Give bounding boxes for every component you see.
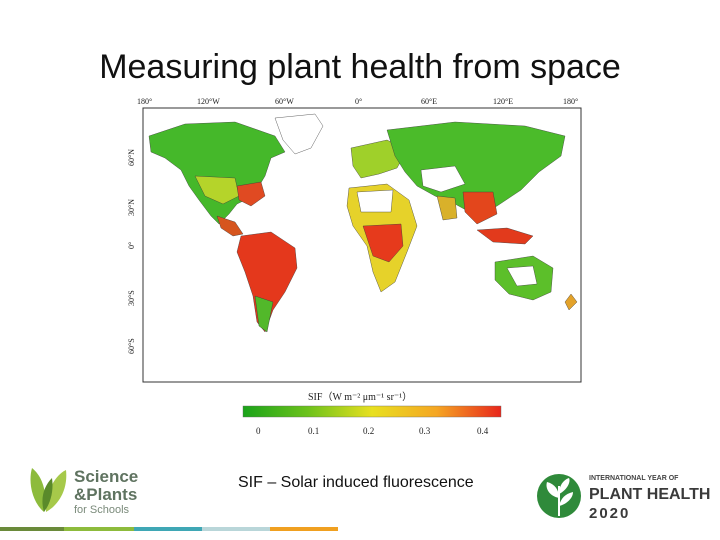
new-zealand xyxy=(564,293,578,311)
iyph-line1: INTERNATIONAL YEAR OF xyxy=(589,475,679,482)
greenland xyxy=(274,113,324,155)
asia xyxy=(386,121,566,217)
tick-label: 60°N xyxy=(127,149,136,166)
iyph-logo: INTERNATIONAL YEAR OF PLANT HEALTH 2020 xyxy=(537,474,710,522)
logo-line2: &Plants xyxy=(74,485,137,504)
slide-caption: SIF – Solar induced fluorescence xyxy=(238,474,474,491)
south-america-south xyxy=(254,295,274,333)
colorbar xyxy=(242,405,502,418)
north-america-central xyxy=(194,175,240,205)
tick-label: 60°S xyxy=(127,338,136,354)
sif-world-map: 180° 120°W 60°W 0° 60°E 120°E 180° 60°N … xyxy=(127,97,582,436)
tick-label: 30°N xyxy=(127,199,136,216)
footer-segment xyxy=(0,527,64,531)
top-tick-labels: 180° 120°W 60°W 0° 60°E 120°E 180° xyxy=(137,97,578,106)
colorbar-tick: 0.1 xyxy=(308,426,319,436)
tick-label: 60°E xyxy=(421,97,437,106)
colorbar-ticks: 0 0.1 0.2 0.3 0.4 xyxy=(256,426,489,436)
colorbar-tick: 0.2 xyxy=(363,426,374,436)
logo-line1: Science xyxy=(74,467,138,486)
footer-color-bar xyxy=(0,527,720,531)
north-america xyxy=(148,121,286,225)
colorbar-label: SIF（W m⁻² μm⁻¹ sr⁻¹） xyxy=(308,391,412,403)
tick-label: 60°W xyxy=(275,97,294,106)
southeast-asia xyxy=(462,191,498,225)
footer-segment xyxy=(134,527,202,531)
iyph-line3: 2020 xyxy=(589,505,630,522)
leaf-icon xyxy=(30,468,67,512)
india xyxy=(436,195,458,221)
colorbar-tick: 0.3 xyxy=(419,426,431,436)
plant-health-icon xyxy=(537,474,581,518)
footer-segment xyxy=(270,527,338,531)
colorbar-tick: 0.4 xyxy=(477,426,489,436)
central-africa xyxy=(362,223,404,263)
indonesia xyxy=(476,227,534,245)
iyph-line2: PLANT HEALTH xyxy=(589,486,710,503)
eastern-us xyxy=(236,181,266,207)
central-asia-desert xyxy=(420,165,466,193)
tick-label: 0° xyxy=(355,97,362,106)
left-tick-labels: 60°N 30°N 0° 30°S 60°S xyxy=(127,149,136,354)
science-plants-logo: Science &Plants for Schools xyxy=(30,467,138,516)
logo-line3: for Schools xyxy=(74,504,130,516)
tick-label: 180° xyxy=(137,97,152,106)
tick-label: 120°W xyxy=(197,97,220,106)
colorbar-tick: 0 xyxy=(256,426,261,436)
central-america xyxy=(216,215,244,237)
continents xyxy=(148,113,578,333)
footer-segment xyxy=(202,527,270,531)
tick-label: 180° xyxy=(563,97,578,106)
slide-title: Measuring plant health from space xyxy=(99,48,621,86)
australia-interior xyxy=(506,265,538,287)
footer-segment xyxy=(64,527,134,531)
tick-label: 120°E xyxy=(493,97,513,106)
tick-label: 0° xyxy=(127,242,136,249)
tick-label: 30°S xyxy=(127,290,136,306)
sahara xyxy=(356,189,394,213)
